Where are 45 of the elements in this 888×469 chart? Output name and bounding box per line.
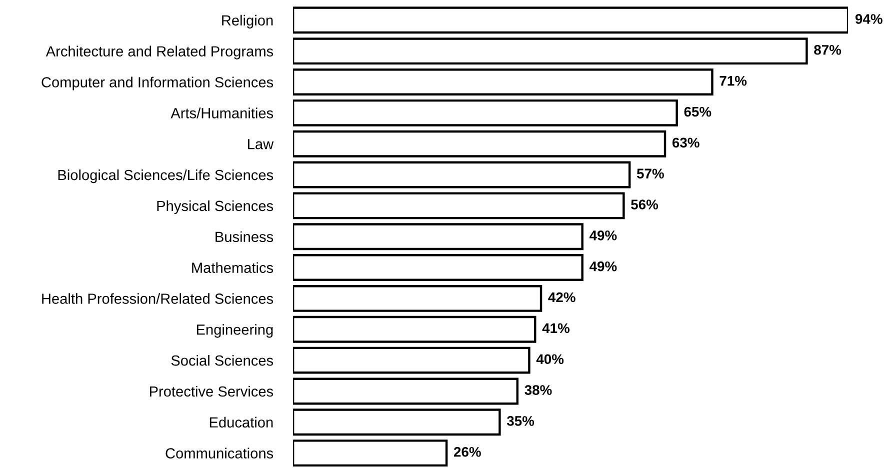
y-tick-label: Protective Services bbox=[150, 386, 274, 397]
bar bbox=[293, 6, 848, 34]
data-label: 49% bbox=[590, 261, 617, 272]
data-label: 57% bbox=[636, 168, 664, 178]
bar bbox=[293, 378, 519, 405]
data-label: 87% bbox=[814, 44, 842, 55]
data-label: 65% bbox=[684, 106, 712, 117]
y-tick-label: Architecture and Related Programs bbox=[46, 46, 274, 60]
y-tick-label: Mathematics bbox=[192, 262, 274, 273]
data-label: 35% bbox=[506, 416, 534, 426]
y-tick-label: Engineering bbox=[196, 324, 273, 338]
bar bbox=[293, 192, 625, 220]
data-label: 42% bbox=[548, 292, 576, 302]
y-tick-label: Religion bbox=[222, 14, 273, 28]
y-tick-label: Biological Sciences/Life Sciences bbox=[58, 169, 274, 184]
bar bbox=[293, 284, 542, 312]
bar bbox=[293, 223, 584, 250]
data-label: 49% bbox=[590, 230, 617, 240]
bar bbox=[293, 161, 631, 188]
data-label: 94% bbox=[855, 14, 882, 24]
y-tick-label: Communications bbox=[166, 448, 274, 458]
y-tick-label: Computer and Information Sciences bbox=[42, 76, 274, 90]
y-tick-label: Arts/Humanities bbox=[170, 108, 274, 118]
data-label: 40% bbox=[536, 354, 564, 364]
bar bbox=[293, 408, 501, 436]
data-label: 63% bbox=[672, 138, 700, 148]
y-tick-label: Education bbox=[210, 416, 273, 428]
bar bbox=[293, 130, 666, 158]
bar bbox=[293, 68, 714, 96]
data-label: 38% bbox=[524, 385, 552, 395]
y-tick-label: Law bbox=[248, 139, 274, 150]
bar bbox=[293, 38, 808, 65]
data-label: 71% bbox=[720, 76, 747, 86]
y-tick-label: Business bbox=[216, 231, 274, 242]
data-label: 56% bbox=[631, 200, 658, 210]
data-label: 41% bbox=[542, 323, 570, 334]
bar bbox=[293, 440, 448, 467]
bar bbox=[293, 346, 530, 374]
bar bbox=[293, 316, 536, 343]
y-tick-label: Social Sciences bbox=[171, 355, 274, 366]
bar bbox=[293, 99, 678, 126]
y-tick-label: Physical Sciences bbox=[157, 200, 274, 214]
data-label: 26% bbox=[454, 446, 481, 457]
bar bbox=[293, 254, 584, 282]
y-tick-label: Health Profession/Related Sciences bbox=[42, 293, 274, 304]
